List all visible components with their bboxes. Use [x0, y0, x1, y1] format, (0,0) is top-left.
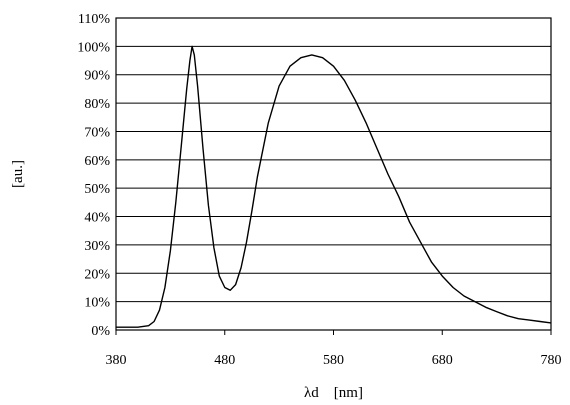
x-axis-title: λd [nm] [304, 385, 363, 401]
plot-border [115, 17, 552, 331]
x-tick-label: 580 [323, 353, 344, 368]
y-tick-label: 20% [84, 267, 110, 282]
x-tick-label: 780 [541, 353, 562, 368]
x-tick-label: 680 [432, 353, 453, 368]
y-tick-label: 90% [84, 69, 110, 84]
y-tick-label: 40% [84, 211, 110, 226]
y-tick-labels: 0% 10% 20% 30% 40% 50% 60% 70% 80% 90% 100% 110% [77, 12, 110, 339]
y-tick-label: 70% [84, 125, 110, 140]
y-tick-label: 30% [84, 239, 110, 254]
series-line [116, 45, 552, 328]
gridlines [116, 45, 551, 303]
y-tick-label: 10% [84, 296, 110, 311]
x-tick-label: 380 [106, 353, 127, 368]
y-tick-label: 110% [78, 12, 110, 27]
x-tick-labels: 380 480 580 680 780 [106, 330, 562, 368]
plot-frame [115, 17, 552, 331]
y-axis-title: [au.] [10, 160, 26, 188]
y-tick-label: 0% [91, 324, 110, 339]
series-layer [116, 45, 552, 328]
y-tick-label: 80% [84, 97, 110, 112]
y-tick-label: 50% [84, 182, 110, 197]
y-tick-label: 60% [84, 154, 110, 169]
x-tick-label: 480 [214, 353, 235, 368]
y-tick-label: 100% [77, 40, 110, 55]
